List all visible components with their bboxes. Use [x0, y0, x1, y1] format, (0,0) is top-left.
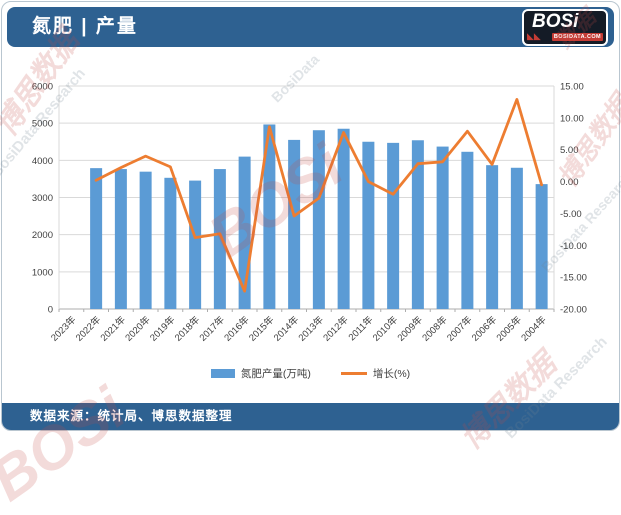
x-axis-label-2015年: 2015年 [246, 313, 277, 344]
left-axis-label: 6000 [32, 82, 53, 93]
right-axis-label: -10.00 [560, 241, 587, 252]
x-axis-label-2014年: 2014年 [271, 313, 302, 344]
bar-2009年 [411, 140, 424, 309]
right-axis-label: 5.00 [560, 145, 579, 156]
left-axis-label: 5000 [32, 119, 53, 130]
right-axis-label: -20.00 [560, 305, 587, 316]
header-bar: 氮肥 | 产量 BOSi ◣◣ BOSIDATA.COM [7, 7, 614, 47]
x-axis-label-2009年: 2009年 [395, 313, 426, 344]
bar-2021年 [114, 169, 127, 309]
bar-series-swatch-icon [210, 369, 235, 378]
bar-2011年 [362, 141, 375, 309]
bar-2006年 [486, 165, 499, 309]
bar-2013年 [312, 130, 325, 309]
x-axis-label-2006年: 2006年 [469, 313, 500, 344]
growth-line [94, 98, 543, 293]
x-axis-label-2007年: 2007年 [444, 313, 475, 344]
x-axis-label-2021年: 2021年 [98, 313, 129, 344]
bar-2022年 [90, 168, 103, 309]
data-source-text: 数据来源：统计局、博思数据整理 [30, 409, 233, 423]
x-axis-label-2012年: 2012年 [321, 313, 352, 344]
chart-card: 氮肥 | 产量 BOSi ◣◣ BOSIDATA.COM 6000 5000 400… [1, 1, 620, 431]
x-axis-label-2018年: 2018年 [172, 313, 203, 344]
x-axis-label-2010年: 2010年 [370, 313, 401, 344]
bosi-logo-domain: BOSIDATA.COM [551, 33, 603, 41]
x-axis-label-2023年: 2023年 [48, 313, 79, 344]
bosi-logo-text: BOSi [532, 11, 579, 32]
bosi-logo: BOSi ◣◣ BOSIDATA.COM [522, 9, 608, 46]
bar-2020年 [139, 171, 152, 309]
legend-item-growth: 增长(%) [340, 366, 411, 381]
bar-2008年 [436, 146, 449, 309]
x-axis-label-2005年: 2005年 [494, 313, 525, 344]
left-axis-label: 0 [48, 305, 53, 316]
legend-label-growth: 增长(%) [372, 368, 411, 380]
x-axis-label-2020年: 2020年 [123, 313, 154, 344]
x-axis-label-2008年: 2008年 [420, 313, 451, 344]
footer-bar: 数据来源：统计局、博思数据整理 [2, 403, 619, 430]
right-axis-label: -15.00 [560, 273, 587, 284]
right-axis-label: 10.00 [560, 113, 584, 124]
x-axis-label-2011年: 2011年 [346, 313, 376, 343]
left-axis-label: 4000 [32, 156, 53, 167]
left-axis-label: 1000 [32, 267, 53, 278]
logo-triangle-accent-icon: ◣◣ [527, 31, 541, 41]
bar-2010年 [387, 142, 400, 309]
x-axis-label-2022年: 2022年 [73, 313, 104, 344]
page-title: 氮肥 | 产量 [32, 16, 138, 37]
right-axis-label: -5.00 [560, 209, 582, 220]
bar-2015年 [263, 124, 276, 309]
chart-legend: 氮肥产量(万吨) 增长(%) [2, 366, 619, 381]
right-axis-label: 0.00 [560, 177, 579, 188]
bar-2019年 [164, 177, 177, 309]
right-axis-label: 15.00 [560, 82, 584, 93]
x-axis-label-2019年: 2019年 [147, 313, 178, 344]
bar-2012年 [337, 128, 350, 309]
left-axis-label: 3000 [32, 193, 53, 204]
bar-2018年 [189, 180, 202, 309]
legend-item-production: 氮肥产量(万吨) [210, 366, 311, 381]
line-series-swatch-icon [340, 372, 367, 375]
x-axis-label-2017年: 2017年 [197, 313, 228, 344]
x-axis-label-2016年: 2016年 [222, 313, 253, 344]
production-growth-chart: 6000 5000 4000 3000 2000 1000 0 15.00 10.00 5.00 0… [32, 82, 587, 344]
left-axis-label: 2000 [32, 230, 53, 241]
bar-2017年 [213, 169, 226, 309]
bar-2014年 [288, 139, 301, 309]
legend-label-production: 氮肥产量(万吨) [240, 368, 311, 380]
bar-2007年 [461, 151, 474, 309]
x-axis-label-2004年: 2004年 [519, 313, 550, 344]
bar-2005年 [510, 167, 523, 309]
bar-2004年 [535, 184, 548, 309]
x-axis-label-2013年: 2013年 [296, 313, 327, 344]
